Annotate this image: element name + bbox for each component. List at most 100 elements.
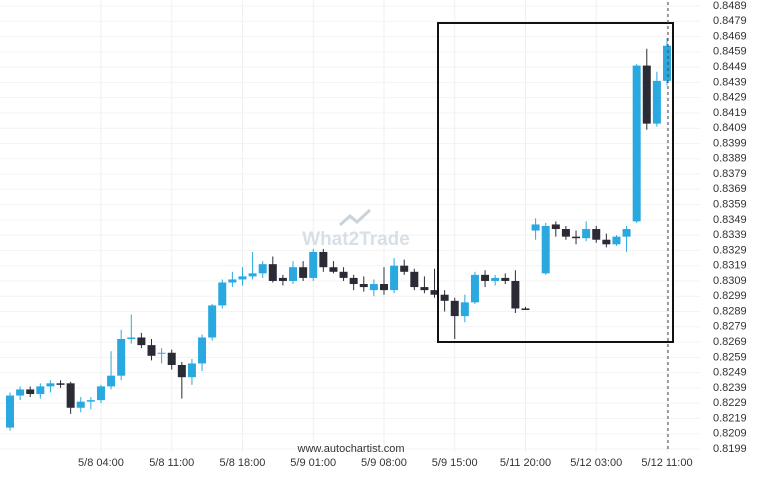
candle-body (561, 229, 570, 237)
candle-body (66, 383, 75, 408)
x-tick-label: 5/12 03:00 (570, 457, 622, 469)
x-tick-label: 5/8 04:00 (78, 457, 124, 469)
candle-body (96, 386, 105, 401)
candle-body (198, 337, 207, 364)
y-tick-label: 0.8329 (713, 244, 747, 256)
candle-body (420, 287, 429, 291)
candle-body (208, 305, 217, 338)
candle-body (329, 267, 338, 272)
candle-body (541, 225, 550, 274)
y-tick-label: 0.8259 (713, 351, 747, 363)
y-tick-label: 0.8239 (713, 382, 747, 394)
candle-body (137, 337, 146, 346)
candle-body (450, 300, 459, 317)
candle-body (107, 375, 116, 387)
candle-body (632, 65, 641, 222)
candle-body (228, 279, 237, 283)
x-tick-label: 5/8 11:00 (149, 457, 194, 469)
candle-body (349, 277, 358, 285)
candle-body (592, 229, 601, 240)
candle-body (379, 284, 388, 291)
candles (6, 38, 671, 431)
y-tick-label: 0.8469 (713, 30, 747, 42)
candle-body (76, 401, 85, 408)
y-tick-label: 0.8309 (713, 275, 747, 287)
y-tick-label: 0.8489 (713, 0, 747, 12)
candle-body (430, 290, 439, 295)
candle-body (511, 280, 520, 309)
x-tick-label: 5/9 01:00 (290, 457, 336, 469)
y-tick-label: 0.8459 (713, 46, 747, 58)
candle-body (501, 277, 510, 281)
candle-body (602, 239, 611, 245)
candle-body (127, 337, 136, 340)
candle-body (218, 282, 227, 306)
candle-body (572, 236, 581, 239)
candle-body (551, 224, 560, 230)
candle-body (410, 271, 419, 288)
candle-body (26, 389, 35, 395)
y-tick-label: 0.8209 (713, 428, 747, 440)
candle-body (582, 229, 591, 239)
candle-body (147, 345, 156, 356)
candle-body (359, 284, 368, 288)
candle-body (268, 264, 277, 281)
candle-body (248, 273, 257, 277)
watermark-icon (338, 208, 372, 227)
y-tick-label: 0.8249 (713, 367, 747, 379)
y-tick-label: 0.8419 (713, 107, 747, 119)
y-tick-label: 0.8429 (713, 92, 747, 104)
candle-body (460, 302, 469, 317)
y-tick-label: 0.8409 (713, 122, 747, 134)
candle-body (16, 389, 25, 396)
y-tick-label: 0.8449 (713, 61, 747, 73)
candle-body (56, 383, 65, 385)
y-tick-label: 0.8359 (713, 198, 747, 210)
pattern-box (437, 22, 674, 343)
candle-body (46, 383, 55, 387)
candle-body (531, 224, 540, 231)
y-tick-label: 0.8199 (713, 443, 747, 455)
y-tick-label: 0.8299 (713, 290, 747, 302)
candle-body (622, 229, 631, 237)
x-tick-label: 5/9 08:00 (361, 457, 407, 469)
candle-body (339, 271, 348, 278)
y-tick-label: 0.8229 (713, 397, 747, 409)
y-tick-label: 0.8379 (713, 168, 747, 180)
candle-body (491, 277, 500, 281)
y-tick-label: 0.8399 (713, 137, 747, 149)
y-tick-label: 0.8479 (713, 15, 747, 27)
candle-body (289, 267, 298, 281)
y-tick-label: 0.8269 (713, 336, 747, 348)
x-tick-label: 5/8 18:00 (220, 457, 266, 469)
candle-body (238, 276, 247, 280)
candle-body (663, 45, 671, 81)
candle-body (117, 339, 126, 376)
candle-body (440, 294, 449, 301)
candle-body (167, 352, 176, 365)
candle-body (309, 251, 318, 278)
candle-body (258, 264, 267, 274)
candle-body (319, 251, 328, 268)
candle-body (652, 80, 661, 124)
y-tick-label: 0.8369 (713, 183, 747, 195)
candle-body (612, 236, 621, 245)
candle-body (400, 265, 409, 272)
candle-body (642, 65, 651, 124)
x-tick-label: 5/12 11:00 (641, 457, 692, 469)
y-tick-label: 0.8389 (713, 153, 747, 165)
x-tick-label: 5/11 20:00 (500, 457, 551, 469)
candle-body (6, 395, 14, 428)
y-tick-label: 0.8279 (713, 321, 747, 333)
x-tick-label: 5/9 15:00 (432, 457, 478, 469)
candle-body (278, 277, 287, 281)
candle-body (157, 352, 166, 354)
candle-body (390, 265, 399, 291)
candle-body (521, 308, 530, 310)
y-tick-label: 0.8219 (713, 412, 747, 424)
candle-body (86, 400, 95, 402)
candle-body (470, 274, 479, 303)
y-tick-label: 0.8319 (713, 260, 747, 272)
candle-body (187, 363, 196, 378)
